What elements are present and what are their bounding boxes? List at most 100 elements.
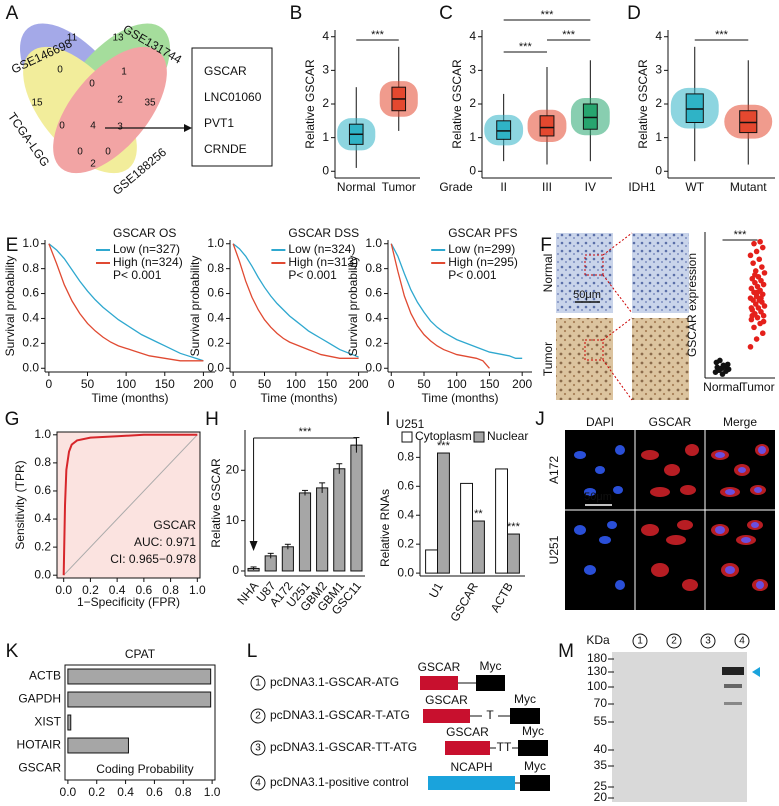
y-tick-label: 0 — [322, 163, 329, 177]
survival-curve — [232, 243, 359, 358]
x-tick-label: 0.4 — [117, 785, 134, 799]
x-tick-label: II — [500, 180, 507, 194]
box — [582, 103, 598, 130]
marker-label: 40 — [594, 742, 608, 756]
y-tick-label: 4 — [655, 29, 662, 43]
blot — [612, 652, 747, 802]
significance-label: ** — [474, 508, 483, 520]
band — [724, 684, 742, 688]
x-tick-label: Normal — [337, 180, 376, 194]
y-tick-label: 1 — [655, 130, 662, 144]
data-point — [714, 364, 721, 371]
y-tick-label: 0.0 — [397, 565, 414, 579]
y-tick-label: 0.2 — [365, 336, 382, 350]
insert-label: GSCAR — [446, 725, 489, 739]
x-tick-label: 50 — [417, 377, 431, 391]
y-axis-label: Relative GSCAR — [450, 59, 464, 149]
candidate-gene: GSCAR — [204, 64, 247, 78]
y-tick-label: 0.6 — [365, 286, 382, 300]
legend-label: Cytoplasm — [415, 429, 472, 443]
bar — [281, 546, 294, 572]
box — [496, 120, 512, 140]
x-tick-label: 150 — [317, 377, 337, 391]
data-point — [751, 324, 757, 331]
venn-count: 13 — [112, 33, 124, 44]
venn-count: 0 — [89, 79, 95, 90]
insert-label: GSCAR — [425, 693, 468, 707]
legend-label: Low (n=324) — [288, 242, 355, 256]
construct-name: pcDNA3.1-GSCAR-ATG — [270, 675, 399, 689]
row-label: U251 — [547, 535, 561, 564]
dapi-nuclei — [574, 445, 625, 590]
panel-letter: L — [247, 641, 258, 662]
y-tick-label: 0.8 — [397, 450, 414, 464]
y-tick-label: ACTB — [29, 669, 61, 683]
bar — [507, 533, 520, 574]
x-tick-label: 0.0 — [55, 583, 72, 597]
lane-circle — [734, 633, 750, 649]
row-label: Normal — [541, 254, 555, 293]
tag-box — [520, 775, 550, 791]
lane-label: 2 — [671, 636, 677, 647]
significance-label: *** — [715, 29, 729, 41]
data-point — [753, 336, 760, 342]
x-tick-label: Normal — [703, 380, 742, 394]
y-tick-label: 1.0 — [34, 427, 51, 441]
x-tick-label: III — [542, 180, 552, 194]
panel-letter: E — [6, 235, 19, 256]
lane-label: 3 — [705, 636, 711, 647]
bar — [298, 492, 312, 572]
data-point — [748, 285, 755, 292]
x-tick-label: U1 — [426, 580, 446, 601]
western-blot — [612, 652, 760, 802]
x-tick-label: 50 — [258, 377, 272, 391]
diagonal — [63, 434, 198, 576]
venn-count: 2 — [117, 95, 123, 106]
row-label: A172 — [547, 456, 561, 484]
x-tick-label: 0.4 — [109, 583, 126, 597]
survival-curve — [390, 243, 523, 359]
y-tick-label: 10 — [226, 513, 240, 527]
y-tick-label: 0.4 — [22, 311, 39, 325]
venn-count: 0 — [59, 121, 65, 132]
y-tick-label: 1.0 — [207, 236, 224, 250]
venn-count: 1 — [121, 67, 127, 78]
number-circle — [250, 740, 266, 756]
x-tick-label: 0.6 — [136, 583, 153, 597]
venn-count: 0 — [105, 147, 111, 158]
bar — [333, 468, 346, 572]
linker-label: TT — [497, 740, 512, 754]
band-marker — [752, 667, 760, 677]
ihc-zoom — [632, 318, 689, 400]
candidate-gene: CRNDE — [204, 142, 247, 156]
y-tick-label: 0.4 — [365, 311, 382, 325]
data-point — [756, 256, 763, 263]
bar — [425, 549, 439, 574]
x-tick-label: 0.8 — [175, 785, 192, 799]
venn-count: 3 — [117, 122, 123, 133]
data-point — [751, 240, 757, 247]
bar — [437, 452, 450, 574]
box — [739, 110, 758, 134]
construct-name: pcDNA3.1-GSCAR-TT-ATG — [270, 740, 417, 754]
bar — [472, 520, 485, 574]
legend-swatch — [473, 431, 485, 443]
bar — [460, 482, 474, 574]
row-label: Tumor — [541, 342, 555, 376]
insert-box — [420, 676, 458, 690]
x-tick-label: 100 — [286, 377, 306, 391]
lane-circle — [700, 633, 716, 649]
x-tick-label: Mutant — [730, 180, 767, 194]
y-tick-label: 2 — [655, 96, 662, 110]
y-tick-label: 0 — [232, 563, 239, 577]
data-point — [754, 289, 761, 296]
data-point — [759, 244, 766, 251]
panel-letter: D — [627, 3, 641, 24]
y-tick-label: 1.0 — [22, 236, 39, 250]
x-axis-label: Grade — [439, 180, 473, 194]
data-point — [759, 264, 765, 270]
data-point — [750, 260, 756, 266]
x-tick-label: 1.0 — [204, 785, 221, 799]
x-tick-label: 0.6 — [146, 785, 163, 799]
x-tick-label: IV — [585, 180, 596, 194]
